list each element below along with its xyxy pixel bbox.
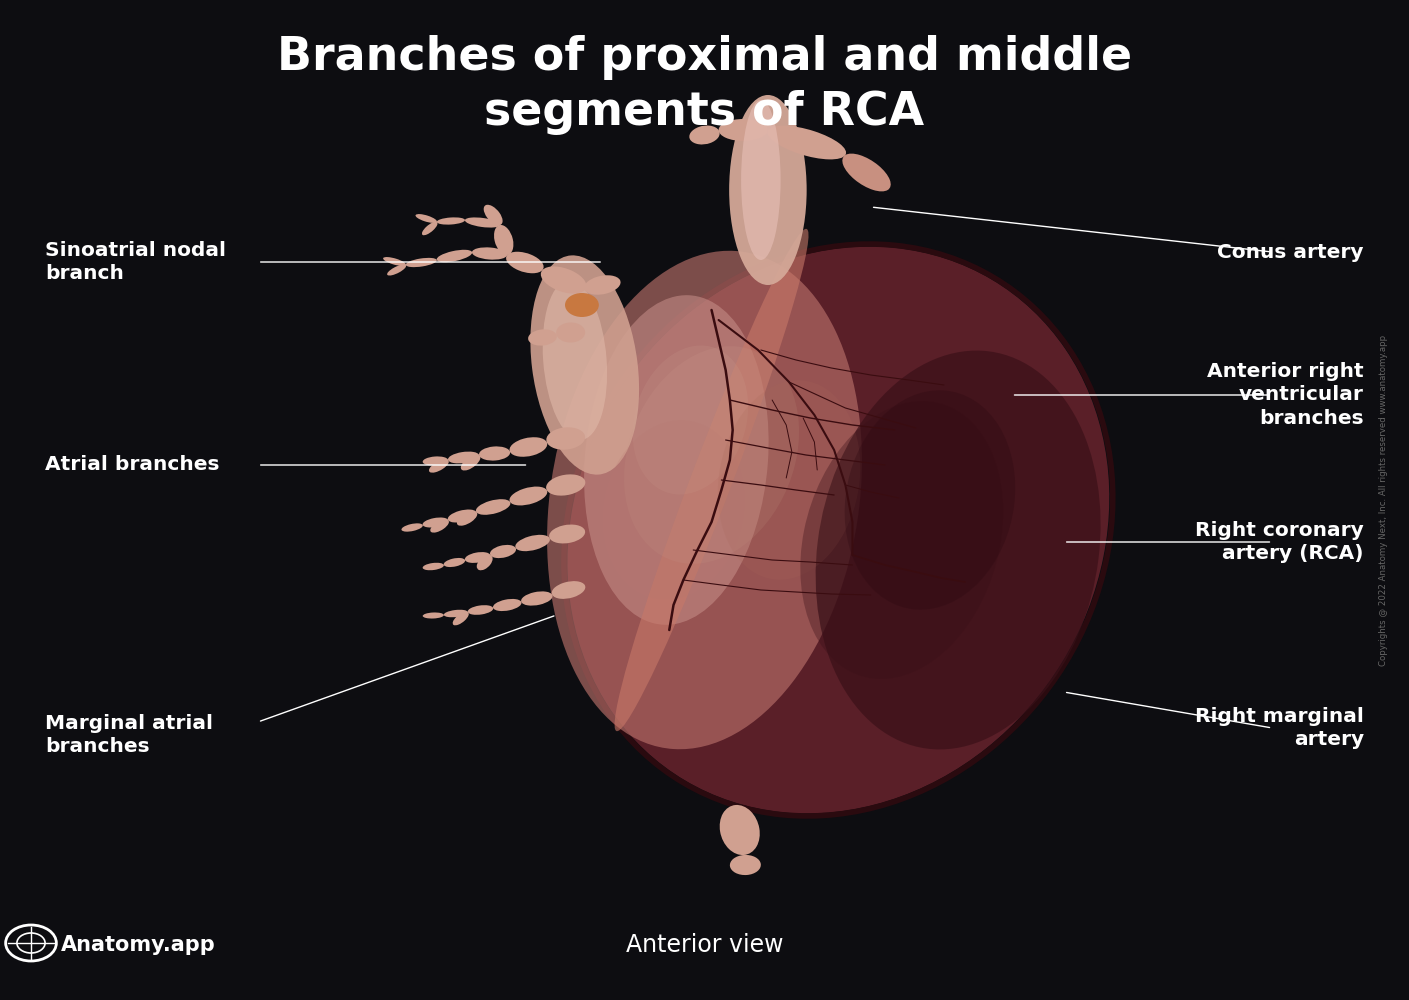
- Ellipse shape: [530, 255, 640, 475]
- Ellipse shape: [730, 95, 806, 285]
- Ellipse shape: [741, 100, 781, 260]
- Text: Marginal atrial
branches: Marginal atrial branches: [45, 714, 213, 756]
- Ellipse shape: [476, 555, 493, 570]
- Ellipse shape: [800, 401, 1003, 679]
- Ellipse shape: [457, 511, 478, 526]
- Ellipse shape: [402, 523, 423, 532]
- Ellipse shape: [406, 258, 437, 267]
- Ellipse shape: [614, 229, 809, 731]
- Ellipse shape: [547, 474, 585, 496]
- Ellipse shape: [479, 446, 510, 461]
- Ellipse shape: [444, 610, 468, 617]
- Ellipse shape: [490, 545, 516, 558]
- Ellipse shape: [585, 275, 620, 295]
- Ellipse shape: [542, 280, 607, 440]
- Text: Copyrights @ 2022 Anatomy Next, Inc. All rights reserved www.anatomy.app: Copyrights @ 2022 Anatomy Next, Inc. All…: [1379, 334, 1388, 666]
- Ellipse shape: [493, 599, 521, 611]
- Ellipse shape: [516, 535, 550, 551]
- Ellipse shape: [423, 563, 444, 570]
- Ellipse shape: [552, 581, 585, 599]
- Ellipse shape: [689, 126, 720, 144]
- Ellipse shape: [730, 855, 761, 875]
- Ellipse shape: [603, 420, 744, 600]
- Ellipse shape: [423, 517, 448, 528]
- Ellipse shape: [421, 222, 438, 235]
- Text: Anterior view: Anterior view: [626, 933, 783, 957]
- Ellipse shape: [423, 612, 444, 619]
- Ellipse shape: [585, 295, 768, 625]
- Ellipse shape: [387, 264, 406, 276]
- Ellipse shape: [452, 612, 469, 625]
- Ellipse shape: [547, 427, 585, 450]
- Ellipse shape: [461, 454, 480, 471]
- Ellipse shape: [437, 217, 465, 225]
- Ellipse shape: [510, 487, 547, 505]
- Ellipse shape: [557, 322, 585, 343]
- Ellipse shape: [633, 346, 748, 494]
- Ellipse shape: [483, 205, 503, 225]
- Ellipse shape: [506, 252, 544, 273]
- Ellipse shape: [448, 452, 479, 463]
- Text: Atrial branches: Atrial branches: [45, 456, 220, 475]
- Ellipse shape: [568, 247, 1109, 813]
- Ellipse shape: [510, 437, 547, 457]
- Ellipse shape: [430, 519, 449, 533]
- Ellipse shape: [624, 346, 799, 564]
- Ellipse shape: [816, 351, 1100, 749]
- Ellipse shape: [521, 591, 552, 606]
- Ellipse shape: [416, 214, 437, 223]
- Ellipse shape: [495, 225, 513, 255]
- Ellipse shape: [437, 250, 472, 262]
- Ellipse shape: [428, 459, 449, 473]
- Text: Sinoatrial nodal
branch: Sinoatrial nodal branch: [45, 241, 225, 283]
- Ellipse shape: [550, 525, 585, 543]
- Ellipse shape: [547, 251, 862, 749]
- Ellipse shape: [719, 119, 768, 141]
- Ellipse shape: [528, 329, 557, 346]
- Text: Right coronary
artery (RCA): Right coronary artery (RCA): [1195, 521, 1364, 563]
- Ellipse shape: [472, 247, 507, 260]
- Ellipse shape: [448, 510, 476, 522]
- Text: Branches of proximal and middle
segments of RCA: Branches of proximal and middle segments…: [278, 35, 1131, 135]
- Ellipse shape: [465, 552, 490, 563]
- Ellipse shape: [768, 126, 845, 159]
- Ellipse shape: [468, 605, 493, 615]
- Ellipse shape: [383, 257, 406, 266]
- Ellipse shape: [476, 499, 510, 515]
- Text: Conus artery: Conus artery: [1217, 242, 1364, 261]
- Ellipse shape: [720, 805, 759, 855]
- Ellipse shape: [541, 266, 586, 294]
- Circle shape: [565, 293, 599, 317]
- Text: Right marginal
artery: Right marginal artery: [1195, 707, 1364, 749]
- Text: Anterior right
ventricular
branches: Anterior right ventricular branches: [1208, 362, 1364, 428]
- Text: Anatomy.app: Anatomy.app: [61, 935, 216, 955]
- Ellipse shape: [465, 217, 500, 228]
- Ellipse shape: [444, 558, 465, 567]
- Ellipse shape: [843, 154, 890, 191]
- Ellipse shape: [844, 390, 1016, 610]
- Ellipse shape: [717, 380, 861, 580]
- Ellipse shape: [423, 456, 448, 466]
